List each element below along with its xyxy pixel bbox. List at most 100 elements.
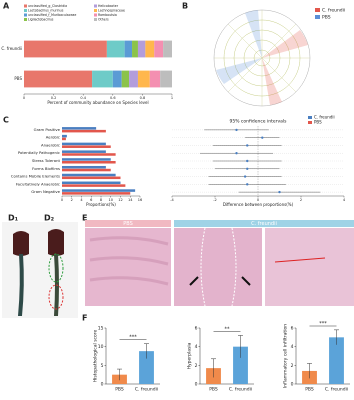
point [235,128,238,132]
x-tick-label: C. freundii [229,387,252,393]
x-tick-label: 2 [71,198,73,202]
y-tick-label: C. freundii [1,46,22,51]
bar-segment [24,70,93,88]
y-tick-label: Stress Tolerant [32,158,61,163]
histology-label: PBS [123,221,133,227]
y-tick-label: 6 [195,326,198,332]
point [246,144,249,147]
legend-swatch [94,18,97,21]
x-tick-label: 0.8 [140,96,146,100]
x-tick-label: 0 [61,198,63,202]
bar-segment [132,40,138,58]
legend-label: Helicobacter [98,4,119,8]
legend-swatch [94,13,97,17]
bar [62,134,67,138]
y-tick-label: 15 [98,326,104,332]
y-tick-label: Gram Negative [31,189,60,194]
bar [62,189,136,192]
panel-label: D₂ [44,214,55,223]
bar [62,165,106,169]
bar-segment [163,40,172,58]
x-tick-label: 0 [23,96,25,100]
panel-label: E [82,214,87,223]
y-axis-label: Hyperplasia [187,342,193,369]
bar [62,192,131,195]
x-tick-label: C. freundii [135,387,158,393]
y-tick-label: 2 [291,363,294,369]
legend-label: Others [98,18,109,22]
bar-segment [112,70,122,88]
point [246,183,249,186]
bar [62,184,126,187]
x-tick-label: 10 [109,198,113,202]
bar [62,176,121,180]
cladogram [213,9,311,107]
y-tick-label: 0 [291,382,294,388]
bar-segment [24,40,107,58]
x-tick-label: 2 [300,198,302,202]
y-tick-label: 4 [195,344,198,350]
bar-segment [149,70,161,88]
legend-swatch [308,121,312,124]
bar [62,158,111,161]
y-tick-label: 10 [98,344,104,350]
x-tick-label: 4 [343,198,346,202]
x-axis-label: Percent of community abundance on Specie… [47,100,148,105]
point [243,175,247,178]
bar [62,153,116,156]
y-axis-label: Histopathological score [93,329,99,382]
x-tick-label: 1 [171,96,173,100]
legend-swatch [308,116,312,119]
x-tick-label: 0.2 [51,96,57,100]
colon-photos [2,222,78,318]
histology-label: C. freundii [251,221,277,227]
legend-label: Ligilactobacillus [28,18,54,22]
legend-label: PBS [314,120,322,125]
histology-images [85,220,354,307]
legend-label: Lachnospiraceae [98,9,125,13]
x-axis-label: Proportions(%) [86,202,116,207]
significance: *** [319,321,327,327]
panel-label: A [3,2,10,11]
x-tick-label: 0.6 [110,96,116,100]
y-tick-label: Potentially Pathogenic [18,150,60,155]
bar-segment [121,70,130,88]
chart-title: 95% confidence intervals [230,119,288,125]
x-axis-label: Difference between proportions(%) [223,202,294,207]
bar [62,129,106,133]
panel-label: D₁ [8,214,19,223]
legend-swatch [315,8,320,12]
panel-label: F [82,314,87,323]
legend-swatch [94,9,97,12]
legend-swatch [24,18,27,21]
x-tick-label: PBS [305,387,314,393]
bar [62,181,121,185]
legend-label: C. freundii [322,8,345,14]
legend-swatch [94,4,97,8]
y-tick-label: 4 [291,344,294,350]
point [261,136,264,139]
bar-segment [106,40,125,58]
bar-segment [160,70,172,88]
point [246,167,249,170]
y-axis-label: Inflammatory cell infiltration [283,324,289,388]
legend-label: Romboutsia [98,13,117,17]
bar [139,351,154,384]
legend-swatch [24,13,27,17]
bar-segment [137,40,146,58]
legend-swatch [24,4,27,8]
y-tick-label: PBS [14,76,22,81]
x-tick-label: PBS [115,387,124,393]
significance: *** [129,335,137,341]
bar [329,337,344,384]
y-tick-label: 2 [195,363,198,369]
y-tick-label: Contains Mobile Elements [11,174,60,179]
bar-segment [92,70,113,88]
x-tick-label: 16 [138,198,142,202]
legend-label: PBS [322,15,331,21]
bar [62,161,116,164]
x-tick-label: -4 [170,198,174,202]
x-tick-label: PBS [209,387,218,393]
legend-swatch [24,9,27,12]
